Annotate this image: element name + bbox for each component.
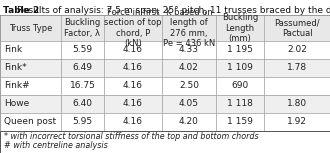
Text: 1 118: 1 118 (227, 99, 253, 108)
Bar (61, 77, 104, 95)
Bar (0, 77, 61, 95)
Text: Force in first
section of top
chord, P
(kN): Force in first section of top chord, P (… (104, 8, 162, 48)
Bar (216, 77, 264, 95)
Bar (162, 113, 216, 131)
Bar (162, 59, 216, 77)
Text: 5.59: 5.59 (73, 45, 92, 54)
Text: 1 109: 1 109 (227, 63, 253, 72)
Bar (104, 95, 162, 113)
Text: Howe: Howe (4, 99, 29, 108)
Bar (61, 95, 104, 113)
Bar (0, 15, 330, 131)
Text: 16.75: 16.75 (70, 81, 95, 90)
Text: Fink: Fink (4, 45, 22, 54)
Text: Buckling
Factor, λ: Buckling Factor, λ (64, 19, 101, 37)
Bar (162, 77, 216, 95)
Bar (0, 41, 61, 59)
Bar (0, 59, 61, 77)
Text: 4.16: 4.16 (123, 81, 143, 90)
Text: 1.80: 1.80 (287, 99, 307, 108)
Text: 4.16: 4.16 (123, 117, 143, 126)
Bar (104, 15, 162, 41)
Text: Table 2: Table 2 (3, 6, 42, 15)
Text: Fink#: Fink# (4, 81, 30, 90)
Text: Results of analysis: 7.5 m span, 25° pitch, 11 trusses braced by the diagonal: Results of analysis: 7.5 m span, 25° pit… (17, 6, 330, 15)
Bar (264, 95, 330, 113)
Bar (216, 95, 264, 113)
Bar (216, 59, 264, 77)
Text: 1.78: 1.78 (287, 63, 307, 72)
Bar (0, 131, 330, 153)
Text: 4.16: 4.16 (123, 45, 143, 54)
Text: 4.33: 4.33 (179, 45, 199, 54)
Bar (162, 95, 216, 113)
Text: 4.16: 4.16 (123, 99, 143, 108)
Bar (104, 113, 162, 131)
Text: 1 195: 1 195 (227, 45, 253, 54)
Text: * with incorrect torsional stiffness of the top and bottom chords: * with incorrect torsional stiffness of … (4, 132, 259, 141)
Bar (216, 41, 264, 59)
Bar (264, 15, 330, 41)
Text: Fink*: Fink* (4, 63, 27, 72)
Bar (162, 41, 216, 59)
Bar (264, 77, 330, 95)
Bar (61, 15, 104, 41)
Text: 1 159: 1 159 (227, 117, 253, 126)
Bar (162, 15, 216, 41)
Bar (61, 113, 104, 131)
Bar (264, 59, 330, 77)
Bar (0, 113, 61, 131)
Text: 4.05: 4.05 (179, 99, 199, 108)
Text: 4.20: 4.20 (179, 117, 199, 126)
Bar (264, 113, 330, 131)
Text: Buckling
Length
(mm): Buckling Length (mm) (222, 13, 258, 43)
Bar (0, 15, 61, 41)
Text: 5.95: 5.95 (73, 117, 92, 126)
Text: 2.50: 2.50 (179, 81, 199, 90)
Bar (264, 41, 330, 59)
Text: 1.92: 1.92 (287, 117, 307, 126)
Text: Queen post: Queen post (4, 117, 56, 126)
Bar (0, 95, 61, 113)
Text: K based on
length of
276 mm,
Pe = 436 kN: K based on length of 276 mm, Pe = 436 kN (163, 8, 215, 48)
Text: # with centreline analysis: # with centreline analysis (4, 141, 108, 150)
Text: Truss Type: Truss Type (9, 24, 52, 32)
Text: 6.49: 6.49 (73, 63, 92, 72)
Bar (104, 77, 162, 95)
Text: 690: 690 (231, 81, 249, 90)
Text: 4.16: 4.16 (123, 63, 143, 72)
Text: Passumed/
Pactual: Passumed/ Pactual (274, 19, 320, 37)
Bar (216, 113, 264, 131)
Bar (61, 41, 104, 59)
Text: 2.02: 2.02 (287, 45, 307, 54)
Bar (104, 41, 162, 59)
Bar (61, 59, 104, 77)
Text: 6.40: 6.40 (73, 99, 92, 108)
Bar (216, 15, 264, 41)
Bar (104, 59, 162, 77)
Text: 4.02: 4.02 (179, 63, 199, 72)
